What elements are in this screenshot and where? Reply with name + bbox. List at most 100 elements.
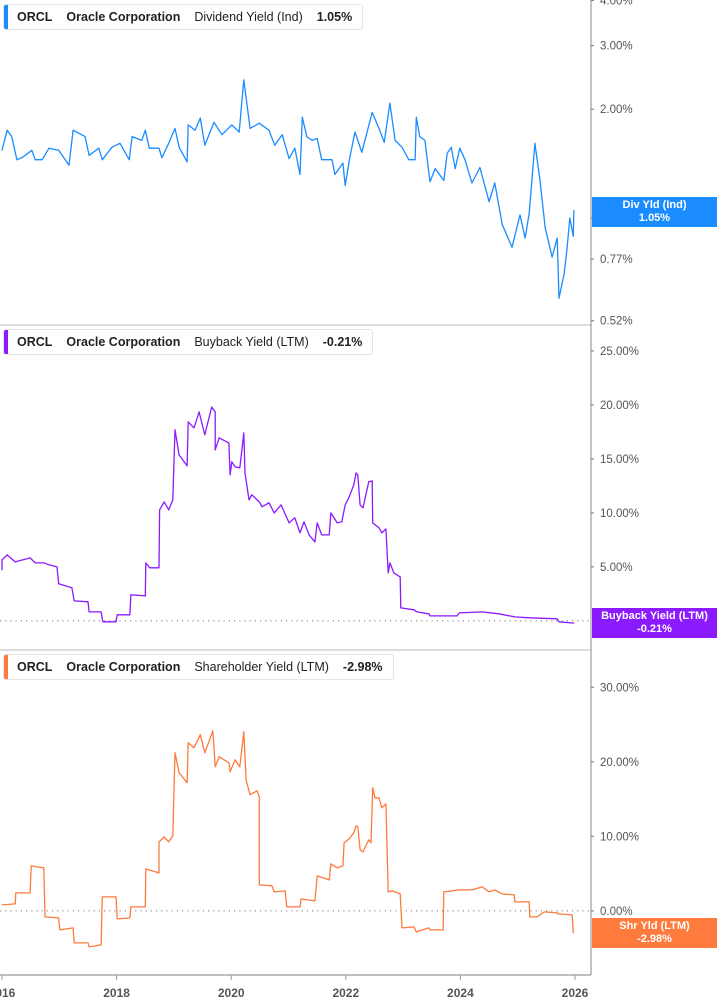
data-point <box>357 474 359 476</box>
data-point <box>498 613 500 615</box>
data-point <box>243 731 245 733</box>
data-point <box>248 499 250 501</box>
data-point <box>148 147 150 149</box>
data-point <box>129 614 131 616</box>
data-point <box>299 532 301 534</box>
x-tick-label: 2018 <box>103 986 130 1000</box>
data-point <box>450 146 452 148</box>
data-point <box>231 124 233 126</box>
data-point <box>374 797 376 799</box>
legend-shareholder-yield: ORCL Oracle Corporation Shareholder Yiel… <box>3 654 394 680</box>
x-tick-label: 2026 <box>562 986 589 1000</box>
data-point <box>372 522 374 524</box>
data-point <box>572 235 574 237</box>
last-value-tag-dividend: Div Yld (Ind) 1.05% <box>592 197 717 227</box>
data-point <box>221 134 223 136</box>
data-point <box>308 534 310 536</box>
data-point <box>163 836 165 838</box>
data-point <box>389 562 391 564</box>
data-point <box>494 182 496 184</box>
data-point <box>1 559 3 561</box>
data-point <box>29 557 31 559</box>
data-point <box>471 889 473 891</box>
data-point <box>355 825 357 827</box>
y-tick-label: 20.00% <box>600 757 639 769</box>
data-point <box>159 509 161 511</box>
data-point <box>198 411 200 413</box>
data-point <box>199 734 201 736</box>
legend-value: -2.98% <box>342 660 383 674</box>
data-point <box>458 889 460 891</box>
data-point <box>557 913 559 915</box>
data-point <box>249 794 251 796</box>
data-point <box>71 587 73 589</box>
data-point <box>172 499 174 501</box>
data-point <box>301 116 303 118</box>
data-point <box>446 152 448 154</box>
data-point <box>362 851 364 853</box>
data-point <box>178 146 180 148</box>
data-point <box>429 929 431 931</box>
legend-company: Oracle Corporation <box>66 335 181 349</box>
data-point <box>459 147 461 149</box>
data-point <box>385 528 387 530</box>
legend-ticker: ORCL <box>17 335 53 349</box>
data-point <box>284 890 286 892</box>
data-point <box>88 946 90 948</box>
data-point <box>115 896 117 898</box>
data-point <box>314 541 316 543</box>
data-point <box>58 583 60 585</box>
data-point <box>294 147 296 149</box>
data-point <box>193 427 195 429</box>
y-tick-label: 10.00% <box>600 508 639 520</box>
series-line-0 <box>1 79 575 299</box>
data-point <box>131 136 133 138</box>
data-point <box>41 159 43 161</box>
data-point <box>239 766 241 768</box>
data-point <box>187 742 189 744</box>
data-point <box>261 506 263 508</box>
data-point <box>513 894 515 896</box>
data-point <box>399 893 401 895</box>
data-point <box>158 872 160 874</box>
data-point <box>11 136 13 138</box>
data-point <box>556 912 558 914</box>
data-point <box>6 129 8 131</box>
data-point <box>372 787 374 789</box>
data-point <box>368 481 370 483</box>
data-point <box>348 496 350 498</box>
data-point <box>128 159 130 161</box>
data-point <box>456 615 458 617</box>
data-point <box>434 168 436 170</box>
data-point <box>368 839 370 841</box>
data-point <box>43 867 45 869</box>
data-point <box>428 927 430 929</box>
y-tick-label: 25.00% <box>600 346 639 358</box>
data-point <box>429 615 431 617</box>
data-point <box>273 512 275 514</box>
data-point <box>336 867 338 869</box>
data-point <box>328 879 330 881</box>
data-point <box>72 129 74 131</box>
data-point <box>383 141 385 143</box>
data-point <box>258 796 260 798</box>
data-point <box>501 224 503 225</box>
last-value-tag-shareholder: Shr Yld (LTM) -2.98% <box>592 918 717 948</box>
data-point <box>381 807 383 809</box>
data-point <box>280 504 282 506</box>
data-point <box>514 901 516 903</box>
data-point <box>87 601 89 603</box>
data-point <box>245 779 247 781</box>
data-point <box>413 609 415 611</box>
data-point <box>370 842 372 844</box>
data-point <box>199 117 201 119</box>
data-point <box>174 127 176 129</box>
data-point <box>178 454 180 456</box>
data-point <box>342 865 344 867</box>
y-tick-label: 2.00% <box>600 104 633 116</box>
data-point <box>256 790 258 792</box>
data-point <box>239 467 241 469</box>
data-point <box>361 151 363 153</box>
data-point <box>556 618 558 620</box>
data-point <box>15 892 17 894</box>
